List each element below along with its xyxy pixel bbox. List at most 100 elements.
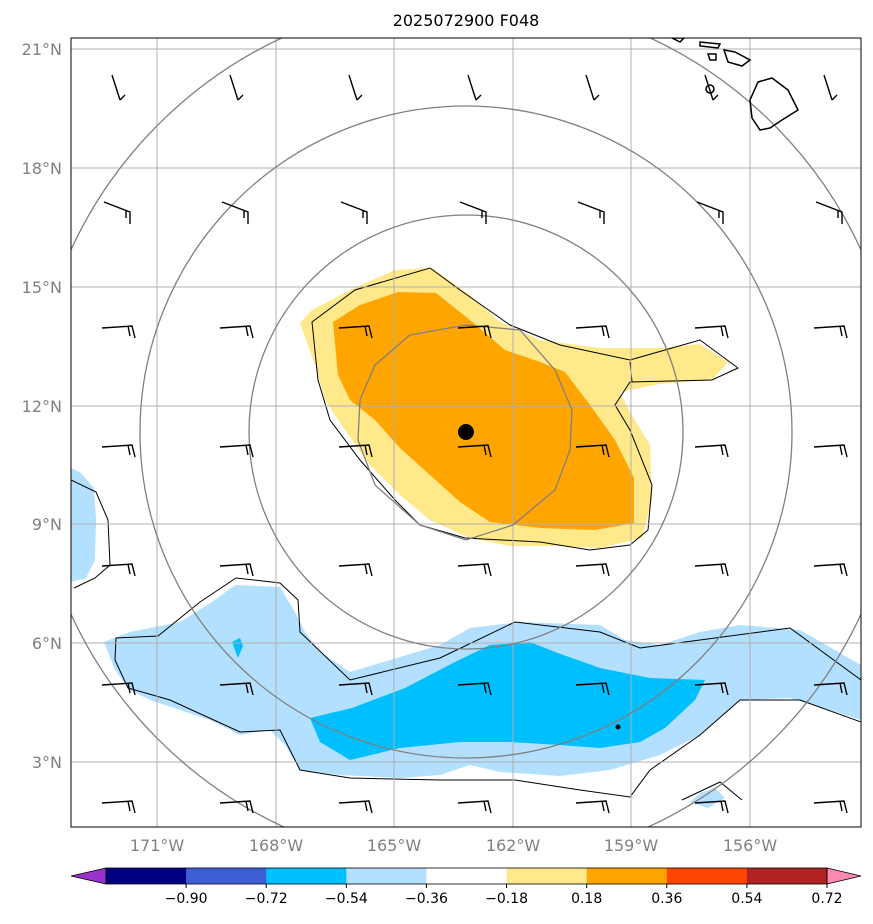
wind-barb	[813, 800, 848, 814]
wind-barb	[467, 74, 482, 101]
latitude-labels: 21°N 18°N 15°N 12°N 9°N 6°N 3°N	[22, 40, 62, 772]
wind-barb	[459, 201, 487, 224]
lat-label-6n: 6°N	[32, 634, 62, 653]
wind-barb	[219, 325, 254, 339]
kauai	[671, 38, 686, 43]
colorbar-swatch	[426, 868, 508, 884]
wind-barb	[340, 201, 368, 224]
colorbar-tick-label: −0.36	[405, 891, 448, 907]
colorbar-extend-high	[826, 867, 862, 885]
wind-barb	[457, 444, 492, 458]
wind-barb	[219, 444, 254, 458]
colorbar-swatch	[346, 868, 427, 884]
wind-barb	[577, 201, 605, 224]
colorbar-swatch	[746, 868, 828, 884]
colorbar-extend-low	[70, 867, 107, 885]
lon-label-168w: 168°W	[249, 836, 304, 855]
wind-barb	[457, 563, 492, 577]
maui	[722, 49, 752, 67]
wind-barb	[704, 74, 719, 101]
oahu-molokai	[699, 41, 722, 49]
range-ring-1	[357, 324, 573, 541]
positive-anomaly-core	[333, 292, 634, 530]
wind-barb	[813, 563, 848, 577]
wind-barb	[101, 444, 136, 458]
wind-barb	[575, 325, 610, 339]
wind-barbs	[101, 74, 848, 814]
lat-label-21n: 21°N	[22, 40, 62, 59]
wind-barb	[575, 800, 610, 814]
wind-barb	[823, 74, 838, 101]
longitude-labels: 171°W 168°W 165°W 162°W 159°W 156°W	[130, 836, 778, 855]
wind-barb	[813, 682, 848, 696]
colorbar-tick-label: −0.90	[165, 891, 208, 907]
map-frame	[70, 37, 862, 828]
negative-anomaly-southeast	[690, 788, 725, 808]
colorbar: −0.90 −0.72 −0.54 −0.36 −0.18 0.18 0.36 0.54 0.7…	[70, 867, 862, 907]
wind-barb	[694, 444, 729, 458]
colorbar-tick-label: 0.36	[651, 891, 682, 907]
wind-barb	[815, 201, 843, 224]
wind-barb	[575, 682, 610, 696]
graticule	[71, 38, 861, 827]
range-ring-3	[139, 105, 793, 759]
wind-barb	[813, 325, 848, 339]
colorbar-tick-label: −0.18	[485, 891, 528, 907]
wind-barb	[101, 563, 136, 577]
negative-anomaly-west	[71, 468, 96, 582]
lat-label-18n: 18°N	[22, 159, 62, 178]
wind-barb	[575, 444, 610, 458]
wind-barb	[338, 563, 373, 577]
colorbar-tick-label: 0.72	[811, 891, 842, 907]
map-area	[71, 38, 861, 827]
wind-barb	[338, 444, 373, 458]
colorbar-tick-label: 0.54	[731, 891, 762, 907]
colorbar-swatch	[186, 868, 267, 884]
wind-barb	[575, 563, 610, 577]
colorbar-swatch	[106, 868, 187, 884]
map-title: 2025072900 F048	[393, 11, 540, 30]
wind-barb	[219, 563, 254, 577]
wind-barb	[101, 800, 136, 814]
colorbar-swatch	[506, 868, 588, 884]
wind-barb	[229, 74, 244, 101]
wind-barb	[696, 201, 724, 224]
wind-barb	[348, 74, 363, 101]
colorbar-tick-label: −0.72	[245, 891, 288, 907]
range-ring-2	[248, 214, 684, 650]
colorbar-swatch	[666, 868, 748, 884]
wind-barb	[694, 682, 729, 696]
lon-label-162w: 162°W	[486, 836, 541, 855]
wind-barb	[219, 800, 254, 814]
colorbar-tick-label: −0.54	[325, 891, 368, 907]
lanai	[705, 84, 715, 94]
wind-barb	[694, 800, 729, 814]
colorbar-swatch	[586, 868, 668, 884]
wind-barb	[103, 201, 131, 224]
lon-label-165w: 165°W	[367, 836, 422, 855]
colorbar-swatch	[266, 868, 347, 884]
lon-label-171w: 171°W	[130, 836, 185, 855]
wind-barb	[585, 74, 600, 101]
contour-negative	[114, 577, 861, 798]
contour-southeast	[681, 781, 743, 801]
wind-barb	[101, 325, 136, 339]
colorbar-frame	[105, 867, 828, 885]
range-rings	[71, 38, 861, 827]
negative-anomaly-core	[310, 642, 705, 760]
storm-center-marker	[458, 424, 474, 440]
lat-label-12n: 12°N	[22, 397, 62, 416]
lat-label-15n: 15°N	[22, 278, 62, 297]
wind-barb	[813, 444, 848, 458]
hawaii-coastline	[671, 38, 799, 131]
lon-label-156w: 156°W	[723, 836, 778, 855]
contour-west	[71, 479, 111, 589]
wind-barb	[694, 563, 729, 577]
colorbar-tick-label: 0.18	[571, 891, 602, 907]
lat-label-9n: 9°N	[32, 515, 62, 534]
lon-label-159w: 159°W	[604, 836, 659, 855]
wind-barb	[111, 74, 126, 101]
wind-barb	[457, 800, 492, 814]
wind-barb	[338, 800, 373, 814]
wind-barb	[101, 682, 136, 696]
